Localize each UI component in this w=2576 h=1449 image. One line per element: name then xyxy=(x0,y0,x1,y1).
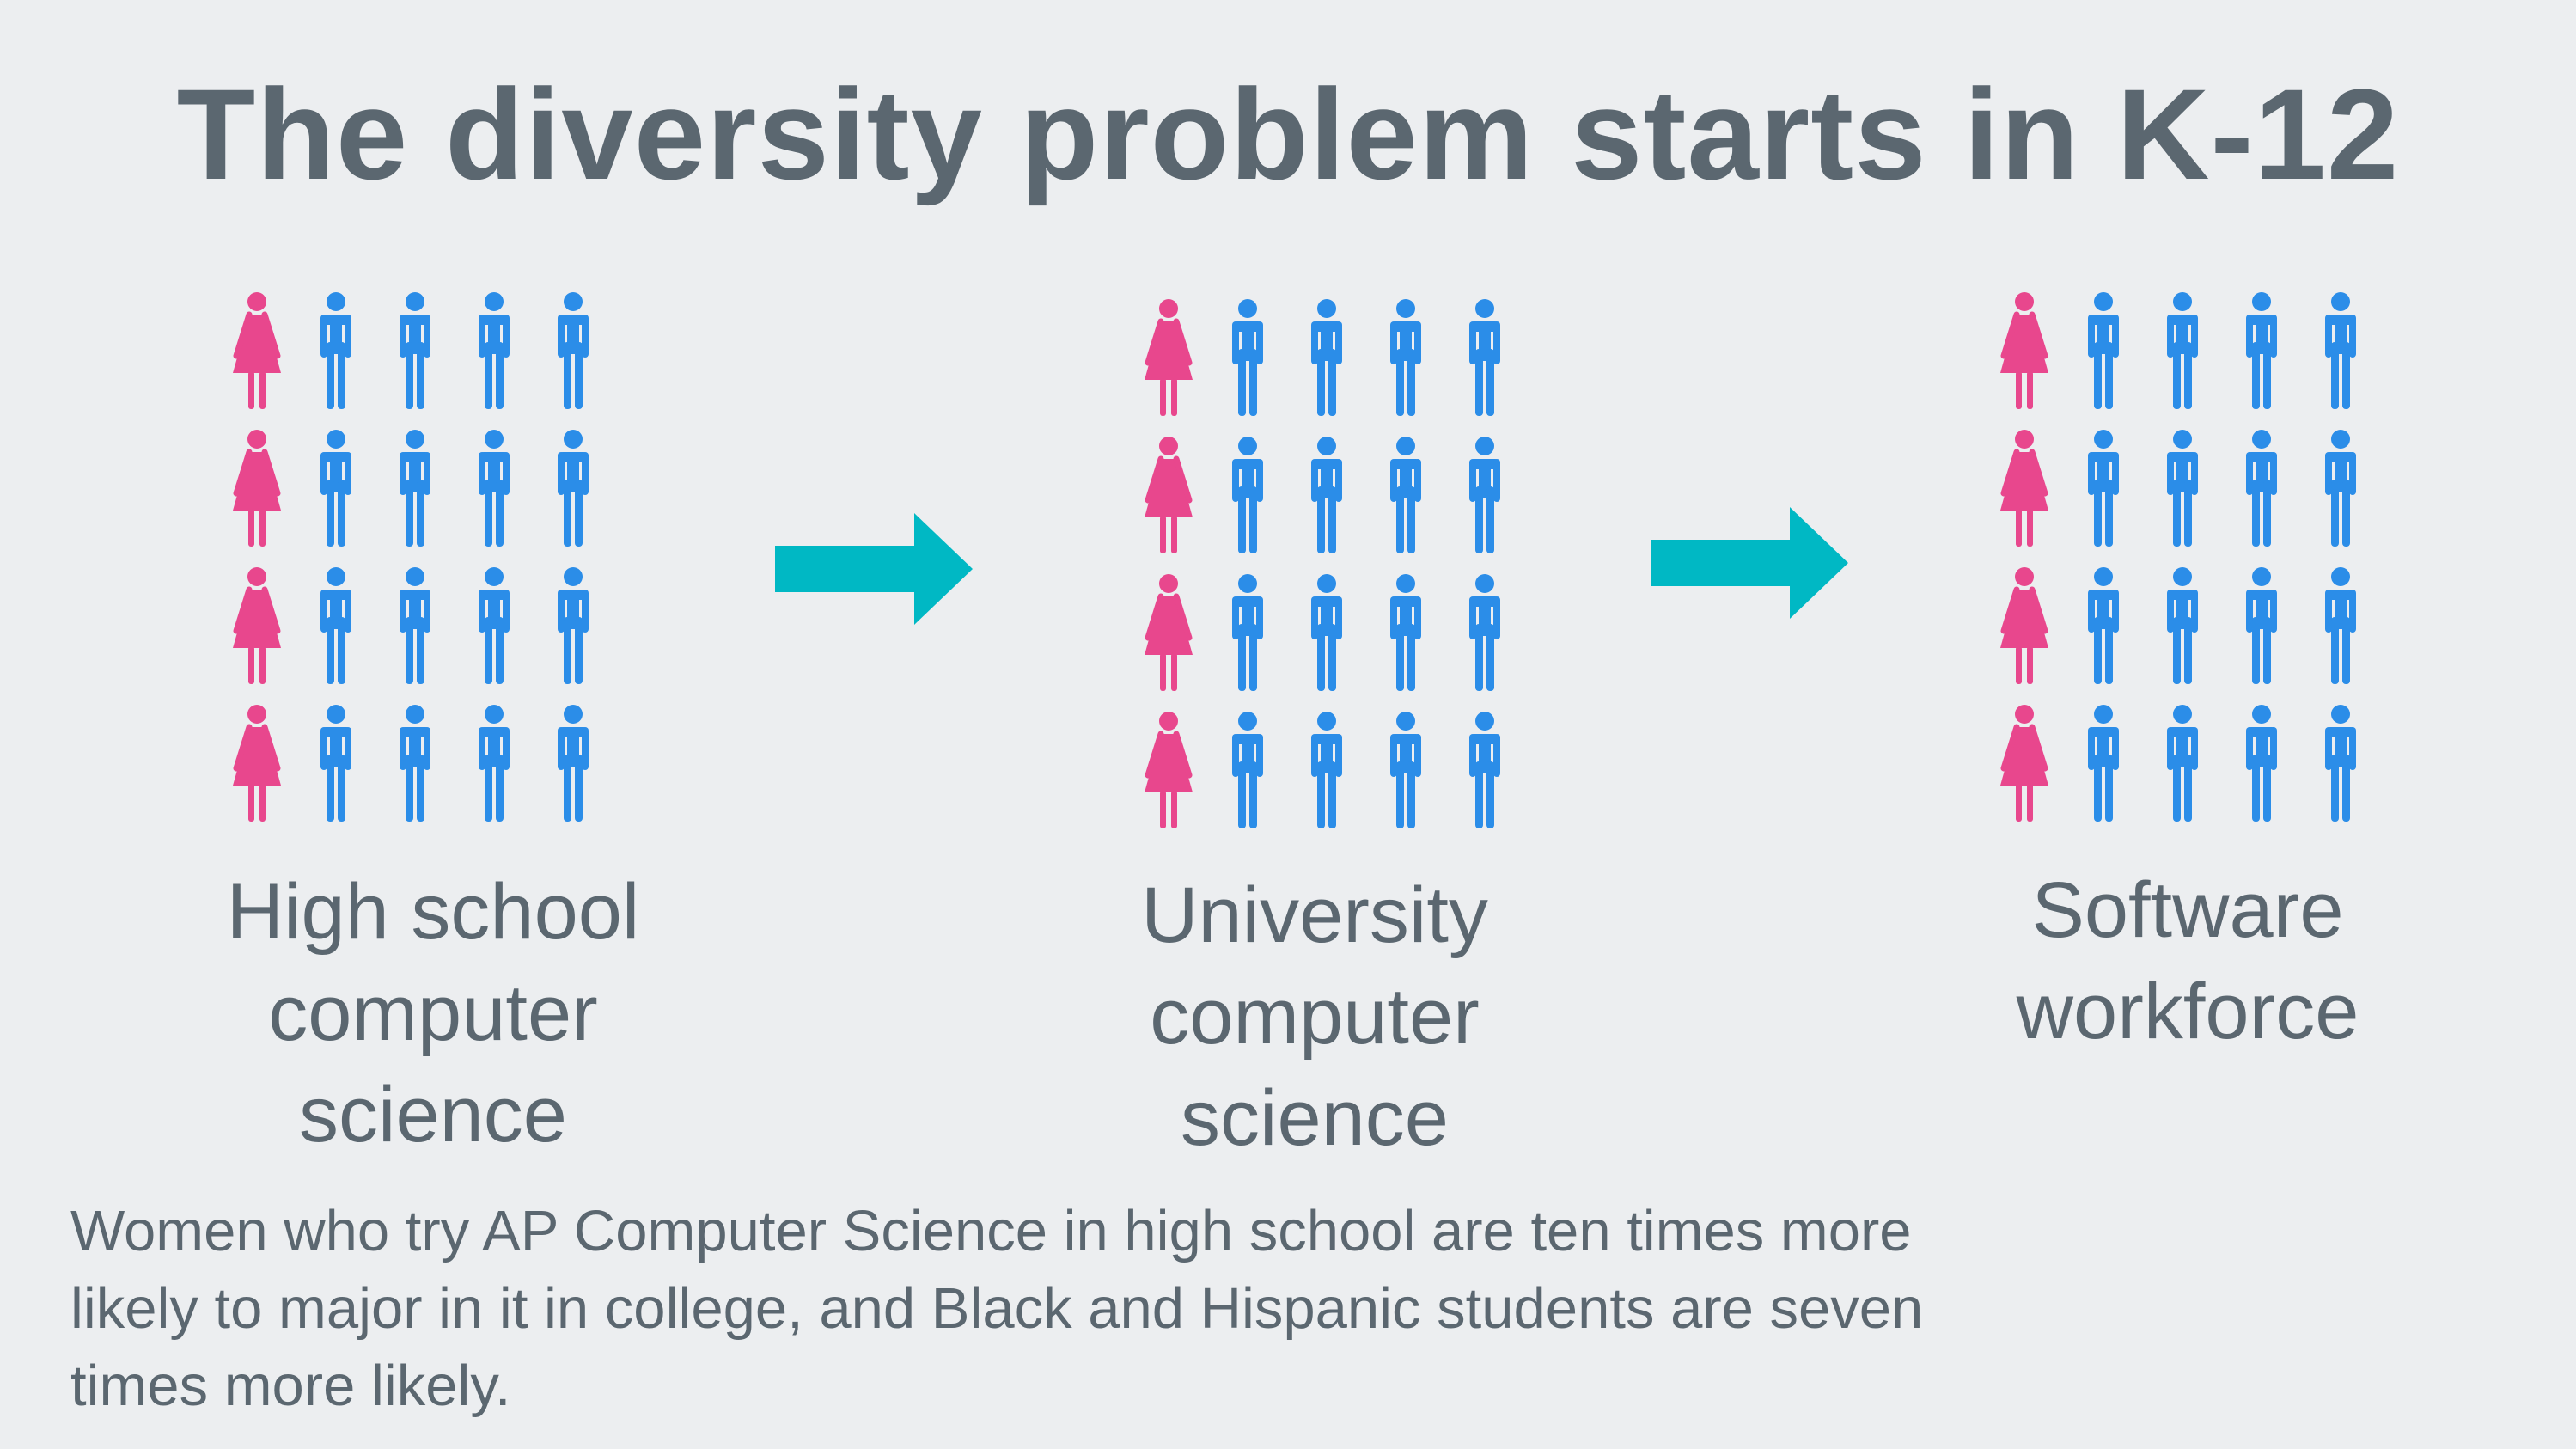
man-icon xyxy=(1232,299,1263,416)
woman-icon xyxy=(1145,437,1193,553)
man-icon xyxy=(2246,567,2277,684)
man-icon xyxy=(2167,430,2198,547)
woman-icon xyxy=(1145,712,1193,828)
man-icon xyxy=(1469,574,1500,691)
man-icon xyxy=(400,430,430,547)
man-icon xyxy=(1311,574,1342,691)
man-icon xyxy=(2246,705,2277,822)
group-label-line: Software xyxy=(2031,866,2344,954)
people-grid-high-school xyxy=(219,275,614,825)
woman-icon xyxy=(233,292,281,409)
woman-icon xyxy=(1145,299,1193,416)
man-icon xyxy=(320,705,351,822)
man-icon xyxy=(1390,574,1421,691)
man-icon xyxy=(2088,705,2119,822)
man-icon xyxy=(400,567,430,684)
man-icon xyxy=(2325,292,2356,409)
man-icon xyxy=(1469,299,1500,416)
woman-icon xyxy=(233,567,281,684)
man-icon xyxy=(1311,712,1342,828)
group-label-high-school: High school computer science xyxy=(89,861,777,1165)
man-icon xyxy=(2325,705,2356,822)
man-icon xyxy=(400,705,430,822)
woman-icon xyxy=(233,430,281,547)
man-icon xyxy=(479,430,510,547)
people-grid-software-workforce-svg xyxy=(2000,292,2356,822)
footer-line: times more likely. xyxy=(70,1354,511,1418)
man-icon xyxy=(320,567,351,684)
man-icon xyxy=(2167,292,2198,409)
man-icon xyxy=(1232,437,1263,553)
man-icon xyxy=(1390,712,1421,828)
group-label-line: University xyxy=(1141,871,1488,959)
man-icon xyxy=(479,567,510,684)
page-title: The diversity problem starts in K-12 xyxy=(176,62,2400,206)
group-label-line: High school xyxy=(226,868,640,956)
man-icon xyxy=(2325,430,2356,547)
group-label-software-workforce: Software workforce xyxy=(1844,859,2531,1062)
man-icon xyxy=(2325,567,2356,684)
footer-line: Women who try AP Computer Science in hig… xyxy=(70,1199,1912,1263)
man-icon xyxy=(1311,299,1342,416)
man-icon xyxy=(558,430,589,547)
man-icon xyxy=(2088,292,2119,409)
man-icon xyxy=(320,292,351,409)
group-label-university: University computer science xyxy=(971,865,1658,1169)
woman-icon xyxy=(233,705,281,822)
man-icon xyxy=(1469,712,1500,828)
man-icon xyxy=(558,292,589,409)
man-icon xyxy=(558,705,589,822)
woman-icon xyxy=(2000,292,2048,409)
group-label-line: science xyxy=(1181,1074,1449,1162)
man-icon xyxy=(1232,574,1263,691)
man-icon xyxy=(1311,437,1342,553)
group-label-line: science xyxy=(299,1071,567,1159)
man-icon xyxy=(2167,567,2198,684)
woman-icon xyxy=(2000,567,2048,684)
man-icon xyxy=(1232,712,1263,828)
footer-line: likely to major in it in college, and Bl… xyxy=(70,1276,1924,1341)
people-grid-software-workforce xyxy=(1987,275,2382,825)
group-label-line: workforce xyxy=(2016,968,2359,1055)
man-icon xyxy=(479,705,510,822)
arrow-right-icon xyxy=(775,513,973,625)
man-icon xyxy=(1390,437,1421,553)
man-icon xyxy=(2246,292,2277,409)
woman-icon xyxy=(1145,574,1193,691)
man-icon xyxy=(479,292,510,409)
man-icon xyxy=(2088,567,2119,684)
man-icon xyxy=(2088,430,2119,547)
group-label-line: computer xyxy=(1150,973,1480,1061)
arrow-right-icon xyxy=(1651,507,1848,619)
man-icon xyxy=(1390,299,1421,416)
man-icon xyxy=(558,567,589,684)
group-label-line: computer xyxy=(268,969,598,1057)
people-grid-university xyxy=(1131,282,1526,832)
man-icon xyxy=(2246,430,2277,547)
footer-caption: Women who try AP Computer Science in hig… xyxy=(70,1193,2528,1425)
woman-icon xyxy=(2000,705,2048,822)
people-grid-university-svg xyxy=(1145,299,1500,828)
man-icon xyxy=(1469,437,1500,553)
people-grid-high-school-svg xyxy=(233,292,589,822)
man-icon xyxy=(400,292,430,409)
man-icon xyxy=(320,430,351,547)
man-icon xyxy=(2167,705,2198,822)
woman-icon xyxy=(2000,430,2048,547)
